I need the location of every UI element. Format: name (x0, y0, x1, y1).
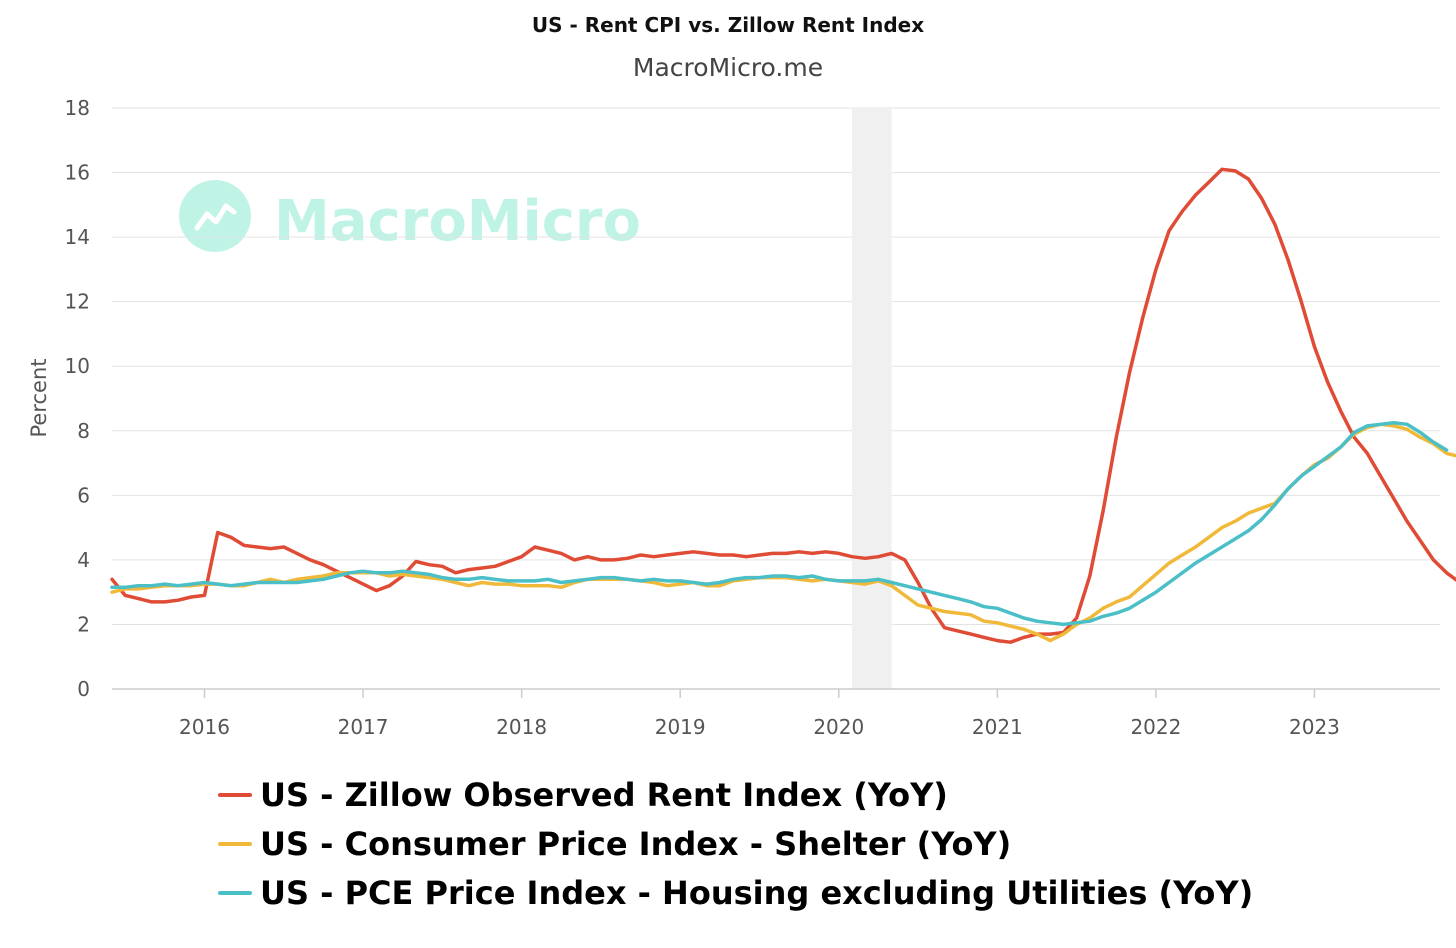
legend-swatch (218, 792, 252, 797)
y-tick-label: 18 (65, 96, 90, 120)
chart-subtitle: MacroMicro.me (633, 53, 823, 82)
axes: 0 2 4 6 8 10 12 14 16 18 2016 2017 2018 2019 2020 2021 2… (65, 96, 1440, 739)
legend: US - Zillow Observed Rent Index (YoY) US … (218, 770, 1253, 917)
watermark-text: MacroMicro (274, 189, 641, 254)
x-tick-label: 2023 (1289, 715, 1340, 739)
legend-item[interactable]: US - Zillow Observed Rent Index (YoY) (218, 770, 1253, 819)
x-tick-label: 2018 (496, 715, 547, 739)
y-tick-label: 8 (77, 419, 90, 443)
series-lines (110, 167, 1456, 644)
y-tick-label: 16 (65, 161, 90, 185)
y-tick-label: 10 (65, 354, 90, 378)
x-tick-label: 2019 (655, 715, 706, 739)
series-line-1 (110, 422, 1456, 643)
y-tick-label: 0 (77, 677, 90, 701)
y-tick-label: 2 (77, 612, 90, 636)
chart-title: US - Rent CPI vs. Zillow Rent Index (532, 13, 924, 37)
x-tick-label: 2020 (813, 715, 864, 739)
legend-item[interactable]: US - PCE Price Index - Housing excluding… (218, 868, 1253, 917)
recession-band (851, 108, 892, 689)
y-tick-label: 6 (77, 483, 90, 507)
watermark-logo-icon (179, 180, 251, 252)
gridlines (112, 107, 1440, 625)
legend-label: US - Consumer Price Index - Shelter (YoY… (260, 824, 1012, 863)
legend-item[interactable]: US - Consumer Price Index - Shelter (YoY… (218, 819, 1253, 868)
legend-swatch (218, 841, 252, 846)
y-tick-label: 14 (65, 225, 90, 249)
watermark: MacroMicro (179, 180, 641, 254)
x-tick-label: 2016 (179, 715, 230, 739)
x-tick-label: 2022 (1130, 715, 1181, 739)
legend-label: US - Zillow Observed Rent Index (YoY) (260, 775, 948, 814)
y-tick-label: 4 (77, 548, 90, 572)
y-axis-label: Percent (27, 358, 51, 437)
x-tick-label: 2021 (972, 715, 1023, 739)
x-tick-label: 2017 (338, 715, 389, 739)
legend-label: US - PCE Price Index - Housing excluding… (260, 873, 1254, 912)
y-tick-label: 12 (65, 290, 90, 314)
line-chart: MacroMicro 0 2 4 6 8 10 12 14 16 18 2016 2017 2018 20… (27, 13, 1456, 739)
legend-swatch (218, 890, 252, 895)
series-line-2 (110, 420, 1449, 627)
